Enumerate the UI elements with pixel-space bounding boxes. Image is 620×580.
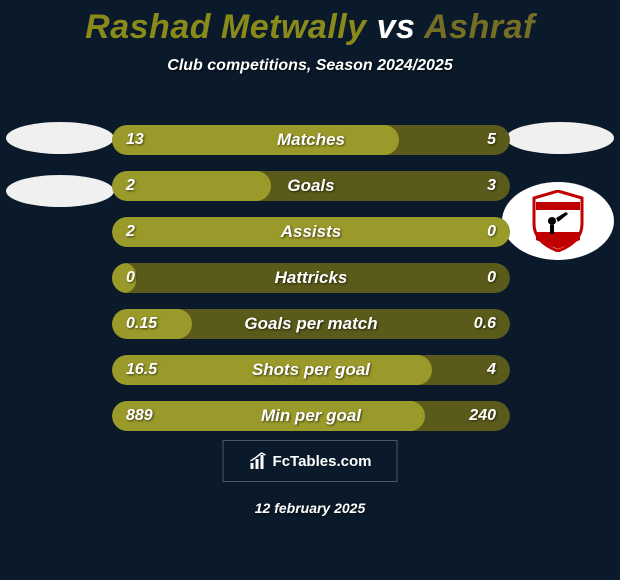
- stat-label: Goals per match: [112, 309, 510, 339]
- stat-label: Shots per goal: [112, 355, 510, 385]
- footer-logo-text: FcTables.com: [273, 453, 372, 470]
- stat-row: 2Goals3: [112, 171, 510, 201]
- stat-row: 0Hattricks0: [112, 263, 510, 293]
- footer-date: 12 february 2025: [0, 500, 620, 516]
- stat-value-right: 4: [487, 355, 496, 385]
- stat-value-right: 0.6: [474, 309, 496, 339]
- stat-value-right: 5: [487, 125, 496, 155]
- page-title: Rashad Metwally vs Ashraf: [0, 0, 620, 47]
- stat-value-right: 0: [487, 263, 496, 293]
- stat-row: 889Min per goal240: [112, 401, 510, 431]
- vs-text: vs: [377, 8, 416, 46]
- stat-label: Hattricks: [112, 263, 510, 293]
- stat-row: 16.5Shots per goal4: [112, 355, 510, 385]
- player1-club-badge-placeholder: [6, 122, 114, 154]
- chart-icon: [249, 451, 269, 471]
- stat-label: Assists: [112, 217, 510, 247]
- zamalek-shield-icon: [532, 190, 584, 252]
- stat-row: 13Matches5: [112, 125, 510, 155]
- stat-label: Min per goal: [112, 401, 510, 431]
- player1-nation-badge-placeholder: [6, 175, 114, 207]
- stat-value-right: 240: [469, 401, 496, 431]
- stat-value-right: 3: [487, 171, 496, 201]
- stat-row: 0.15Goals per match0.6: [112, 309, 510, 339]
- comparison-bars: 13Matches52Goals32Assists00Hattricks00.1…: [112, 125, 510, 447]
- stat-row: 2Assists0: [112, 217, 510, 247]
- subtitle: Club competitions, Season 2024/2025: [0, 57, 620, 75]
- player2-club-badge: [502, 182, 614, 260]
- player2-name: Ashraf: [424, 8, 535, 46]
- stat-value-right: 0: [487, 217, 496, 247]
- player2-nation-badge-placeholder: [506, 122, 614, 154]
- fctables-logo: FcTables.com: [223, 440, 398, 482]
- player1-name: Rashad Metwally: [85, 8, 366, 46]
- stat-label: Goals: [112, 171, 510, 201]
- stat-label: Matches: [112, 125, 510, 155]
